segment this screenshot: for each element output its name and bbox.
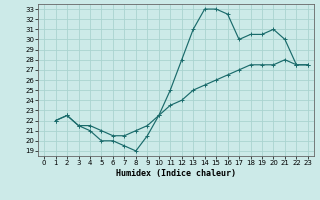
X-axis label: Humidex (Indice chaleur): Humidex (Indice chaleur): [116, 169, 236, 178]
